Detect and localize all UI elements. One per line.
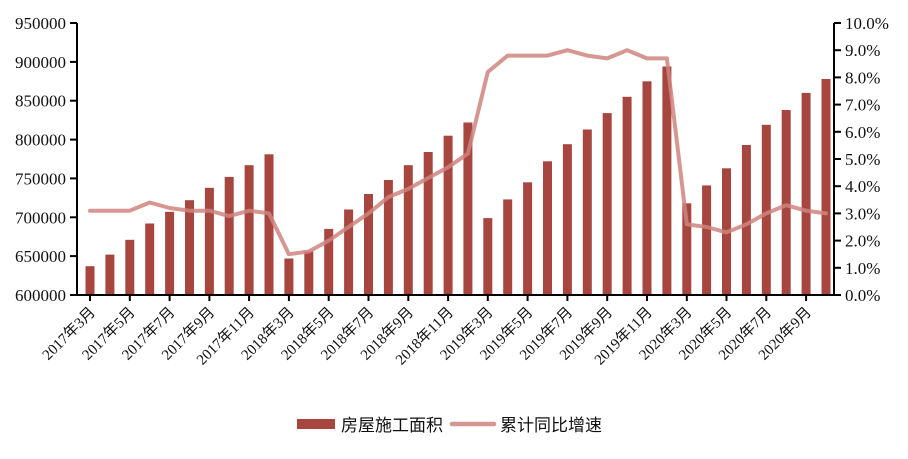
left-axis-tick-label: 800000 [15,131,66,150]
bar-2019年5月 [523,182,533,295]
bar-2017年12月 [264,154,274,295]
bar-2018年5月 [324,228,334,295]
right-axis-tick-label: 2.0% [845,232,880,251]
bar-2017年9月 [204,187,214,295]
left-axis-tick-label: 700000 [15,208,66,227]
left-axis-tick-label: 600000 [15,286,66,305]
bar-2018年4月 [304,251,314,295]
bar-2019年9月 [602,113,612,295]
bar-2017年3月 [85,266,95,295]
bar-2017年10月 [224,176,234,295]
bar-2018年8月 [383,180,393,295]
bar-2017年8月 [185,200,194,295]
right-axis-tick-label: 6.0% [845,123,880,142]
right-axis-tick-label: 4.0% [845,177,880,196]
left-axis-tick-label: 650000 [15,247,66,266]
x-axis: 2017年3月2017年5月2017年7月2017年9月2017年11月2018… [39,294,834,368]
bar-2018年6月 [344,209,354,295]
bar-2020年6月 [741,145,751,295]
growth-line-series [88,48,828,257]
bar-2019年12月 [662,66,672,295]
bar-2018年9月 [403,165,413,295]
legend-bar-swatch [297,419,335,429]
bar-2017年4月 [105,254,115,295]
bar-2020年7月 [761,124,771,295]
legend-line-label: 累计同比增速 [500,416,602,435]
right-axis-tick-label: 3.0% [845,204,880,223]
bar-2020年8月 [781,110,791,295]
left-axis-tick-label: 900000 [15,53,66,72]
left-axis-tick-label: 950000 [15,14,66,33]
bar-2017年7月 [165,211,175,295]
right-axis-tick-label: 7.0% [845,96,880,115]
right-axis-tick-label: 1.0% [845,259,880,278]
legend: 房屋施工面积 累计同比增速 [297,416,602,435]
bar-2020年3月 [682,203,692,295]
bar-2020年9月 [801,92,811,296]
bar-2018年3月 [284,258,294,295]
bar-2018年7月 [364,194,373,295]
right-axis-tick-label: 9.0% [845,41,880,60]
right-axis-tick-label: 10.0% [845,14,889,33]
bar-2017年5月 [125,239,135,295]
bar-2018年11月 [443,135,453,295]
bar-2019年6月 [543,161,552,295]
right-axis-tick-label: 0.0% [845,286,880,305]
left-y-axis: 600000 650000 700000 750000 800000 850000 9000… [15,14,78,305]
bar-2017年6月 [145,223,155,295]
bar-2018年12月 [463,122,473,295]
left-axis-tick-label: 750000 [15,169,66,188]
legend-bar-label: 房屋施工面积 [341,416,443,435]
bar-2019年8月 [582,129,592,295]
bar-2019年7月 [562,144,572,295]
bar-2018年10月 [423,152,433,295]
bar-2019年4月 [503,199,513,295]
bar-2019年11月 [642,81,652,295]
right-axis-tick-label: 8.0% [845,68,880,87]
bar-2020年10月 [821,79,831,295]
bar-2019年10月 [622,96,632,295]
right-y-axis: 0.0% 1.0% 2.0% 3.0% 4.0% 5.0% 6.0% 7.0% 8.0% 9.0%… [833,14,889,305]
left-axis-tick-label: 850000 [15,92,66,111]
bar-2019年3月 [483,218,493,295]
bar-series-group [85,66,831,296]
right-axis-tick-label: 5.0% [845,150,880,169]
bar-2017年11月 [244,165,254,295]
bar-2020年4月 [702,185,712,295]
